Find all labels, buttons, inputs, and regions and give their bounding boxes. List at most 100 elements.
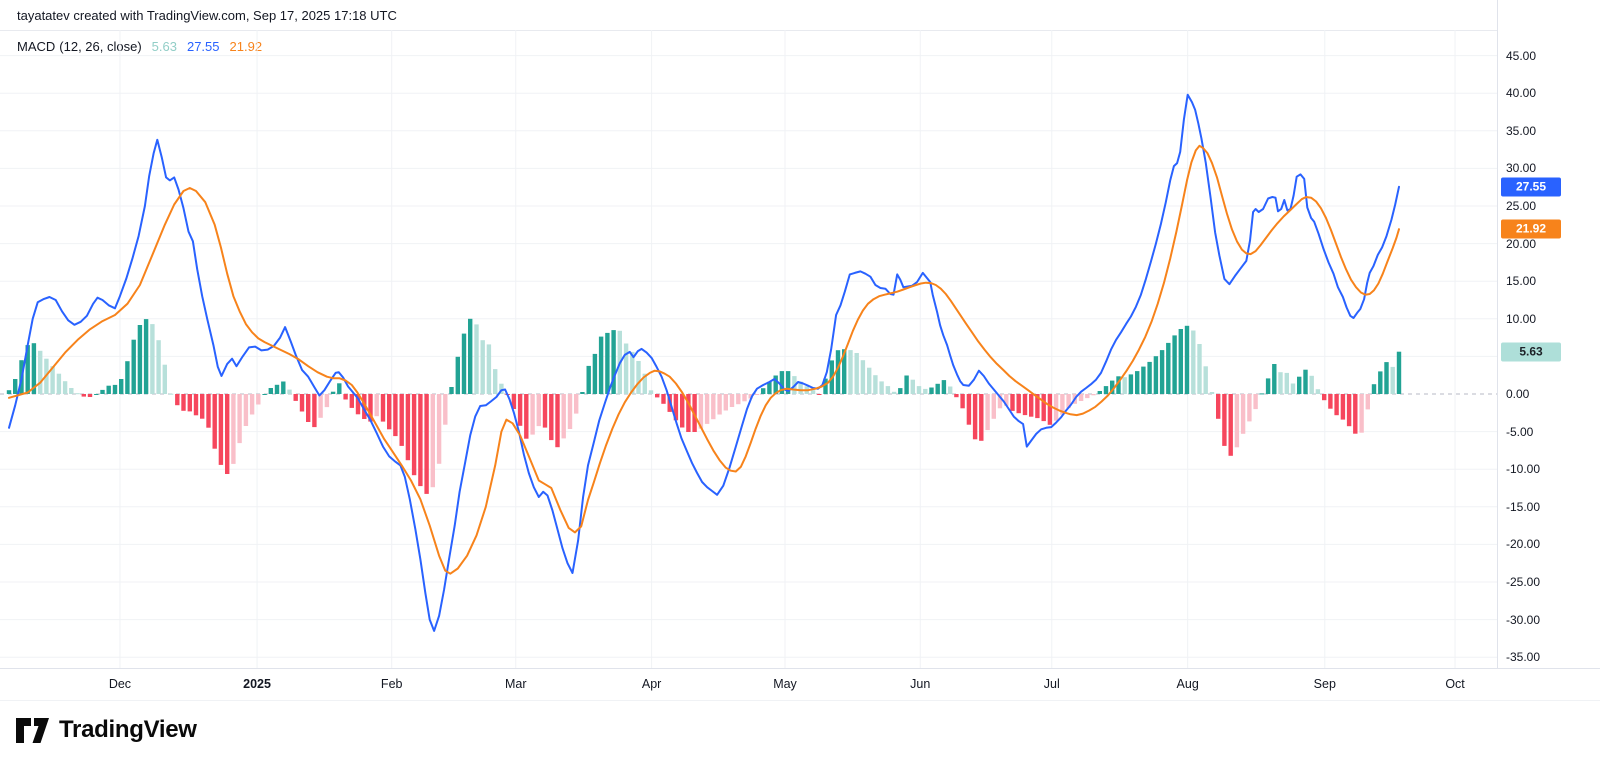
y-axis-tick: -5.00 — [1506, 424, 1534, 439]
price-scale[interactable]: 45.00 40.00 35.00 30.00 25.00 20.00 15.00 10.00… — [1497, 0, 1600, 700]
histogram-bar — [761, 388, 766, 394]
histogram-bar — [206, 394, 211, 428]
time-axis[interactable]: Dec 2025 Feb Mar Apr May Jun Jul Aug Sep Oct — [0, 668, 1600, 700]
watermark-attribution: tayatatev created with TradingView.com, … — [17, 8, 397, 23]
histogram-bar — [598, 336, 604, 394]
histogram-bar — [630, 351, 635, 394]
histogram-bar — [966, 394, 972, 425]
histogram-bar — [293, 394, 298, 401]
histogram-bar — [1116, 376, 1121, 394]
histogram-bar — [455, 356, 460, 394]
histogram-bar — [1191, 330, 1196, 394]
histogram-bar — [418, 394, 423, 487]
price-badge-macd: 27.55 — [1501, 177, 1561, 197]
signal-line — [8, 144, 1400, 575]
histogram-bar — [1222, 394, 1227, 446]
footer-separator — [0, 700, 1600, 701]
histogram-bar — [524, 394, 529, 439]
histogram-bar — [405, 394, 411, 461]
histogram-bar — [954, 394, 959, 398]
histogram-bar — [436, 394, 442, 464]
histogram-bar — [648, 390, 654, 394]
x-axis-tick-dec: Dec — [108, 677, 132, 691]
histogram-bar — [1141, 366, 1146, 394]
histogram-bar — [717, 394, 722, 415]
histogram-bar — [1016, 394, 1021, 414]
price-badge-histogram: 5.63 — [1501, 342, 1561, 362]
histogram-bar — [1396, 351, 1402, 394]
histogram-bar — [411, 394, 417, 476]
x-axis-tick-feb: Feb — [380, 677, 403, 691]
histogram-bar — [1178, 329, 1183, 394]
histogram-bar — [330, 391, 336, 394]
histogram-bar — [1085, 394, 1090, 399]
histogram-bar — [779, 371, 785, 394]
x-axis-tick-apr: Apr — [641, 677, 662, 691]
histogram-bar — [1234, 394, 1240, 448]
x-axis-tick-oct: Oct — [1445, 677, 1465, 691]
legend-macd-value: 27.55 — [186, 39, 220, 54]
histogram-bar — [424, 394, 429, 494]
histogram-bar — [218, 394, 224, 465]
histogram-bar — [1247, 394, 1252, 422]
histogram-bar — [711, 394, 716, 420]
histogram-bar — [773, 375, 778, 394]
histogram-bar — [443, 394, 448, 425]
histogram-bar — [6, 390, 12, 394]
y-axis-tick: -15.00 — [1506, 499, 1541, 514]
histogram-bar — [923, 388, 928, 394]
y-axis-tick: 10.00 — [1506, 311, 1537, 326]
histogram-bar — [1365, 394, 1370, 410]
histogram-bar — [810, 390, 816, 394]
histogram-bar — [748, 394, 753, 399]
footer-brand[interactable]: TradingView — [16, 710, 197, 750]
histogram-bar — [1265, 378, 1271, 394]
histogram-bar — [1097, 391, 1102, 394]
histogram-bar — [343, 394, 348, 400]
histogram-bar — [605, 332, 610, 394]
x-axis-tick-jul: Jul — [1043, 677, 1060, 691]
histogram-bar — [517, 394, 523, 426]
macd-chart-canvas[interactable] — [0, 0, 1497, 668]
macd-line — [8, 93, 1400, 632]
histogram-bar — [225, 394, 230, 474]
histogram-bar — [461, 333, 467, 394]
histogram-bar — [1128, 374, 1134, 394]
histogram-bar — [318, 394, 323, 418]
histogram-bar — [243, 394, 249, 426]
histogram-bar — [168, 393, 174, 395]
y-axis-tick: -20.00 — [1506, 537, 1541, 552]
x-axis-tick-aug: Aug — [1176, 677, 1199, 691]
histogram-bar — [112, 384, 118, 394]
histogram-bar — [1290, 383, 1296, 394]
tradingview-logo-text: TradingView — [59, 716, 197, 743]
histogram-bar — [368, 394, 373, 422]
histogram-bar — [1066, 394, 1071, 409]
histogram-bar — [574, 394, 579, 414]
histogram-bar — [374, 394, 379, 417]
histogram-bar — [399, 394, 404, 446]
histogram-bar — [1259, 393, 1264, 395]
histogram-bar — [1159, 350, 1165, 394]
histogram-bar — [997, 394, 1003, 409]
indicator-legend[interactable]: MACD (12, 26, close) 5.63 27.55 21.92 — [17, 39, 262, 54]
histogram-bar — [131, 339, 136, 394]
histogram-bar — [262, 394, 267, 395]
y-axis-tick: 40.00 — [1506, 86, 1537, 101]
x-axis-tick-jun: Jun — [910, 677, 931, 691]
histogram-bar — [611, 330, 616, 394]
chart-plot-area[interactable] — [0, 0, 1497, 668]
histogram-bar — [268, 388, 273, 394]
y-axis-tick: -10.00 — [1506, 462, 1541, 477]
histogram-bar — [561, 394, 566, 439]
histogram-bar — [1284, 372, 1289, 394]
histogram-bar — [1378, 371, 1383, 394]
histogram-bar — [1309, 375, 1314, 394]
histogram-bar — [94, 394, 99, 395]
histogram-bar — [162, 364, 167, 394]
histogram-bar — [355, 394, 361, 415]
histogram-bar — [555, 394, 560, 448]
y-axis-tick: 45.00 — [1506, 48, 1537, 63]
histogram-bar — [1334, 394, 1339, 416]
